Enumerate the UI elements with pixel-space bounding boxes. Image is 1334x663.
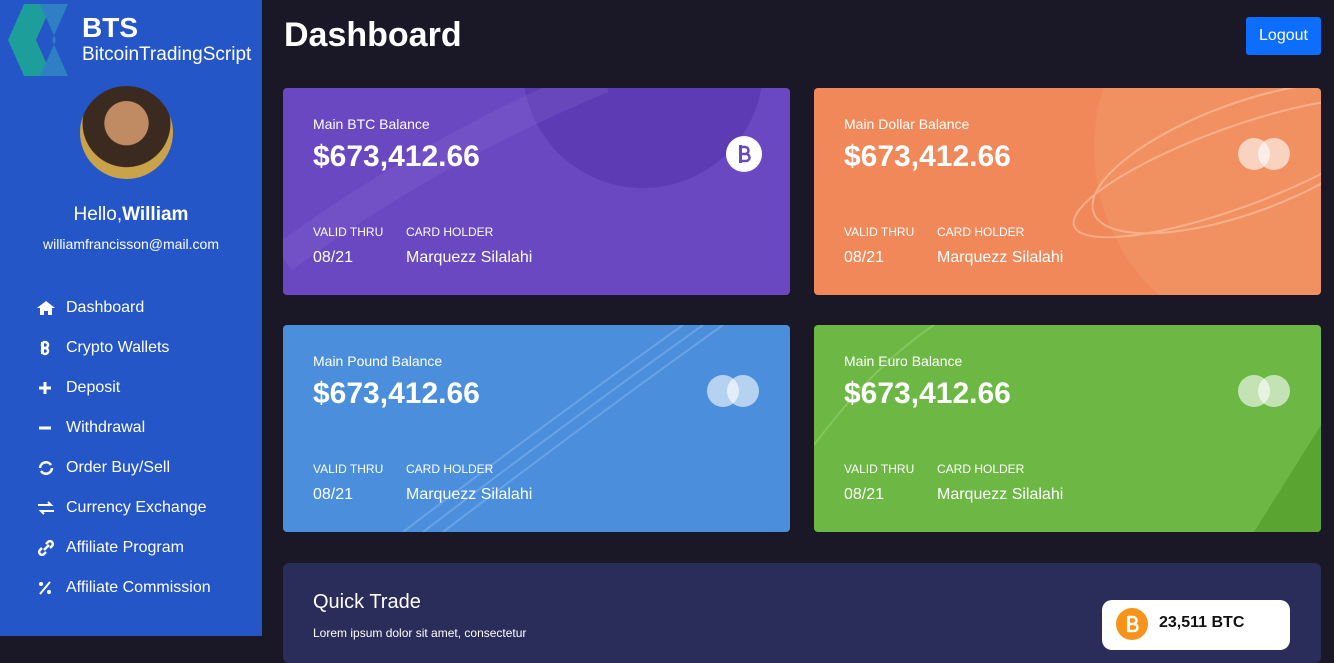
menu-item[interactable]: Affiliate Program	[36, 528, 211, 568]
card-label: Main BTC Balance	[313, 116, 430, 132]
page-title: Dashboard	[284, 16, 462, 54]
btc-icon	[1116, 608, 1148, 640]
icon	[37, 301, 55, 315]
valid-label: VALID THRU	[844, 462, 915, 476]
btc-amount: 23,511 BTC	[1159, 614, 1245, 631]
quick-trade-title: Quick Trade	[313, 591, 421, 613]
btc-badge: 23,511 BTC	[1102, 600, 1290, 650]
menu-item[interactable]: Currency Exchange	[36, 488, 211, 528]
valid-date: 08/21	[313, 249, 354, 266]
card-icon	[1238, 375, 1290, 407]
valid-date: 08/21	[844, 249, 885, 266]
holder-label: CARD HOLDER	[937, 462, 1025, 476]
holder-name: Marquezz Silalahi	[937, 486, 1064, 503]
user-email: williamfrancisson@mail.com	[42, 236, 220, 252]
holder-name: Marquezz Silalahi	[937, 249, 1064, 266]
card-amount: $673,412.66	[844, 377, 1011, 410]
quick-trade-text: Lorem ipsum dolor sit amet, consectetur	[313, 626, 527, 640]
holder-name: Marquezz Silalahi	[406, 249, 533, 266]
icon	[38, 461, 54, 475]
menu-label: Crypto Wallets	[66, 339, 170, 356]
card-decoration	[283, 88, 762, 271]
balance-card[interactable]: Main Dollar Balance $673,412.66 VALID THRU…	[814, 88, 1321, 295]
valid-date: 08/21	[313, 486, 354, 503]
logo-subtitle: BitcoinTradingScript	[82, 44, 252, 65]
card-amount: $673,412.66	[313, 377, 480, 410]
holder-name: Marquezz Silalahi	[406, 486, 533, 503]
card-decoration	[814, 325, 1321, 532]
logo-mark	[8, 4, 68, 76]
card-decoration	[1072, 88, 1321, 295]
avatar[interactable]	[80, 86, 173, 179]
menu-label: Currency Exchange	[66, 499, 207, 516]
icon	[40, 340, 50, 356]
greeting-text: Hello,	[73, 204, 123, 225]
menu-item[interactable]: Crypto Wallets	[36, 328, 211, 368]
valid-date: 08/21	[844, 486, 885, 503]
balance-card[interactable]: Main BTC Balance $673,412.66 VALID THRU 08/…	[283, 88, 790, 295]
menu-label: Affiliate Program	[66, 539, 184, 556]
logo-title: BTS	[82, 12, 138, 43]
menu-label: Affiliate Commission	[66, 579, 211, 596]
menu-label: Dashboard	[66, 299, 145, 316]
card-icon	[1238, 138, 1290, 170]
balance-card[interactable]: Main Euro Balance $673,412.66 VALID THRU 08…	[814, 325, 1321, 532]
valid-label: VALID THRU	[313, 225, 384, 239]
icon	[37, 540, 55, 556]
valid-label: VALID THRU	[844, 225, 915, 239]
sidebar: BTS BitcoinTradingScript Hello,William w…	[0, 0, 262, 636]
icon	[39, 382, 51, 394]
icon	[39, 426, 51, 430]
card-decoration	[402, 325, 724, 532]
menu-item[interactable]: Order Buy/Sell	[36, 448, 211, 488]
menu-item[interactable]: Dashboard	[36, 288, 211, 328]
quick-trade: Quick Trade Lorem ipsum dolor sit amet, …	[283, 563, 1321, 663]
greeting: Hello,William	[0, 204, 262, 226]
icon	[39, 581, 51, 595]
logo[interactable]: BTS BitcoinTradingScript	[6, 2, 256, 78]
card-amount: $673,412.66	[313, 140, 480, 173]
menu-item[interactable]: Withdrawal	[36, 408, 211, 448]
card-icon	[726, 136, 762, 172]
user-name: William	[122, 204, 189, 225]
holder-label: CARD HOLDER	[406, 462, 494, 476]
menu-label: Order Buy/Sell	[66, 459, 171, 476]
logout-button[interactable]: Logout	[1246, 17, 1321, 55]
holder-label: CARD HOLDER	[937, 225, 1025, 239]
menu: Dashboard Crypto Wallets Deposit Withdra…	[36, 288, 211, 608]
menu-label: Withdrawal	[66, 419, 146, 436]
menu-item[interactable]: Affiliate Commission	[36, 568, 211, 608]
holder-label: CARD HOLDER	[406, 225, 494, 239]
balance-card[interactable]: Main Pound Balance $673,412.66 VALID THRU 0…	[283, 325, 790, 532]
menu-item[interactable]: Deposit	[36, 368, 211, 408]
valid-label: VALID THRU	[313, 462, 384, 476]
card-label: Main Euro Balance	[844, 353, 963, 369]
menu-label: Deposit	[66, 379, 121, 396]
card-icon	[707, 375, 759, 407]
icon	[38, 501, 54, 515]
card-label: Main Dollar Balance	[844, 116, 970, 132]
card-label: Main Pound Balance	[313, 353, 443, 369]
card-amount: $673,412.66	[844, 140, 1011, 173]
